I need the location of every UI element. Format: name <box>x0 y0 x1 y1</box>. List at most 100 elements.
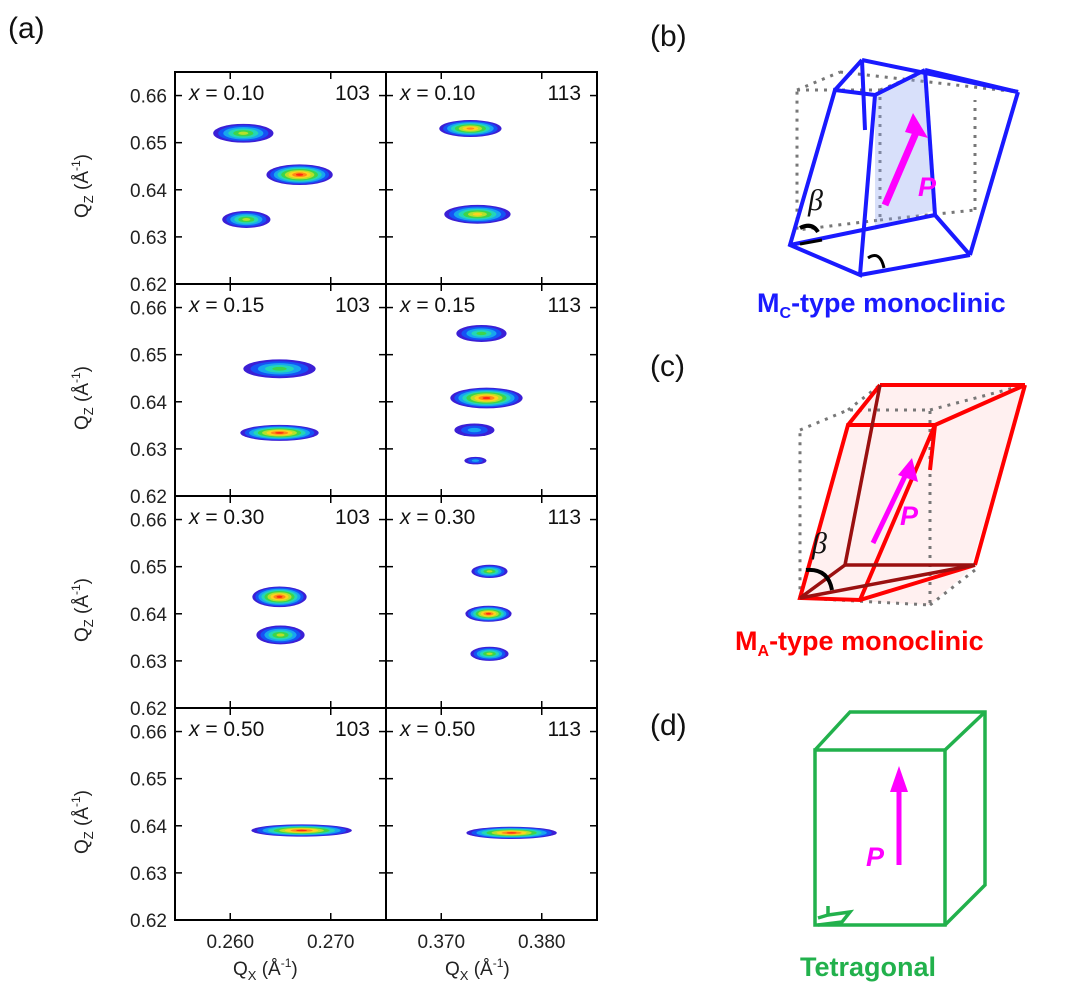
rsm-peak <box>466 827 556 839</box>
y-tick-label: 0.63 <box>130 864 167 885</box>
y-tick-label: 0.65 <box>130 134 167 155</box>
mc-monoclinic-cell-diagram: β P <box>790 60 1018 275</box>
rsm-peak <box>465 606 511 622</box>
rsm-contour-level <box>275 432 284 434</box>
y-tick-label: 0.62 <box>130 275 167 296</box>
reflection-label: 113 <box>548 718 581 741</box>
rsm-heatmap-grid: x = 0.10 103 x = 0.10 113 0.62 0.63 0.64 0.65 0.… <box>69 72 597 953</box>
y-tick-label: 0.63 <box>130 440 167 461</box>
rsm-contour-level <box>507 832 517 833</box>
composition-label: x = 0.30 <box>188 506 264 529</box>
rsm-peak <box>240 425 318 441</box>
rsm-contour-level <box>272 367 286 371</box>
rsm-panel-113-x0.10: x = 0.10 113 <box>386 72 597 284</box>
y-axis-title: QZ (Å-1) <box>69 366 96 430</box>
rsm-contour-level <box>296 830 307 831</box>
ma-monoclinic-cell-diagram: β P <box>800 385 1025 605</box>
svg-text:QX (Å-1): QX (Å-1) <box>233 956 298 983</box>
polarization-label-d: P <box>866 842 885 872</box>
rsm-contour-level <box>296 174 303 176</box>
rsm-contour-level <box>242 218 250 221</box>
rsm-peak <box>444 205 510 224</box>
y-tick-label: 0.66 <box>130 299 167 320</box>
reflection-label: 103 <box>335 82 370 105</box>
reflection-label: 113 <box>548 82 581 105</box>
rsm-peak <box>456 325 506 342</box>
panel-label-d: (d) <box>650 709 687 742</box>
tetragonal-caption: Tetragonal <box>800 952 936 982</box>
beta-angle-arc-b-2 <box>868 256 884 268</box>
y-tick-label: 0.64 <box>130 605 167 626</box>
reflection-label: 103 <box>335 294 370 317</box>
panel-label-a: (a) <box>8 12 45 45</box>
rsm-contour-level <box>482 397 490 399</box>
rsm-contour-level <box>486 653 492 655</box>
mc-caption: MC-type monoclinic <box>757 288 1006 322</box>
y-tick-label: 0.66 <box>130 87 167 108</box>
y-axis-title: QZ (Å-1) <box>69 790 96 854</box>
x-axis-title-103: QX (Å-1) <box>233 956 298 983</box>
composition-label: x = 0.10 <box>399 82 475 105</box>
rsm-contour-level <box>476 332 486 335</box>
rsm-contour-level <box>276 596 282 598</box>
rsm-contour-level <box>468 428 481 432</box>
reflection-label: 113 <box>548 506 581 529</box>
panel-label-c: (c) <box>650 350 685 383</box>
reflection-label: 103 <box>335 718 370 741</box>
rsm-contour-level <box>276 633 284 636</box>
rsm-peak <box>213 124 273 143</box>
y-tick-label: 0.62 <box>130 911 167 932</box>
rsm-peak <box>439 120 501 137</box>
rsm-peak <box>252 586 306 607</box>
beta-angle-arc-b <box>800 226 818 232</box>
x-tick-label: 0.370 <box>417 932 465 953</box>
composition-label: x = 0.30 <box>399 506 475 529</box>
x-tick-label: 0.270 <box>307 932 355 953</box>
rsm-contour-level <box>473 213 482 216</box>
composition-label: x = 0.50 <box>188 718 264 741</box>
rsm-panel-103-x0.15: x = 0.15 103 <box>175 284 386 496</box>
composition-label: x = 0.15 <box>399 294 475 317</box>
composition-label: x = 0.50 <box>399 718 475 741</box>
composition-label: x = 0.10 <box>188 82 264 105</box>
x-tick-label: 0.260 <box>206 932 254 953</box>
y-tick-label: 0.64 <box>130 393 167 414</box>
y-tick-label: 0.66 <box>130 511 167 532</box>
polarization-label-b: P <box>918 172 937 202</box>
rsm-peak <box>266 164 332 185</box>
y-axis-title: QZ (Å-1) <box>69 578 96 642</box>
rsm-peak <box>222 211 270 228</box>
y-tick-label: 0.62 <box>130 487 167 508</box>
y-axis-title: QZ (Å-1) <box>69 154 96 218</box>
rsm-panel-113-x0.50: x = 0.50 113 <box>386 708 597 920</box>
rsm-contour-level <box>486 613 491 615</box>
reflection-label: 113 <box>548 294 581 317</box>
rsm-peak <box>464 457 486 465</box>
rsm-peak <box>471 565 507 578</box>
rsm-panel-103-x0.50: x = 0.50 103 <box>175 708 386 920</box>
rsm-contour-level <box>486 570 492 572</box>
rsm-peak <box>256 626 304 645</box>
panel-label-b: (b) <box>650 20 687 53</box>
x-axis-title-113: QX (Å-1) <box>445 956 510 983</box>
ma-caption: MA-type monoclinic <box>735 626 984 660</box>
rsm-peak <box>450 388 522 409</box>
reflection-label: 103 <box>335 506 370 529</box>
rsm-peak <box>470 647 508 661</box>
rsm-panel-103-x0.10: x = 0.10 103 <box>175 72 386 284</box>
rsm-contour-level <box>467 127 475 129</box>
y-tick-label: 0.65 <box>130 558 167 579</box>
rsm-peak <box>454 423 494 436</box>
rsm-peak <box>251 824 351 836</box>
y-tick-label: 0.65 <box>130 346 167 367</box>
rsm-panel-113-x0.15: x = 0.15 113 <box>386 284 597 496</box>
y-tick-label: 0.62 <box>130 699 167 720</box>
rsm-contour-level <box>238 132 248 135</box>
rsm-contour-level <box>472 459 479 462</box>
rsm-panel-103-x0.30: x = 0.30 103 <box>175 496 386 708</box>
x-tick-label: 0.380 <box>518 932 566 953</box>
composition-label: x = 0.15 <box>188 294 264 317</box>
y-tick-label: 0.63 <box>130 652 167 673</box>
y-tick-label: 0.65 <box>130 770 167 791</box>
rsm-peak <box>243 359 315 378</box>
